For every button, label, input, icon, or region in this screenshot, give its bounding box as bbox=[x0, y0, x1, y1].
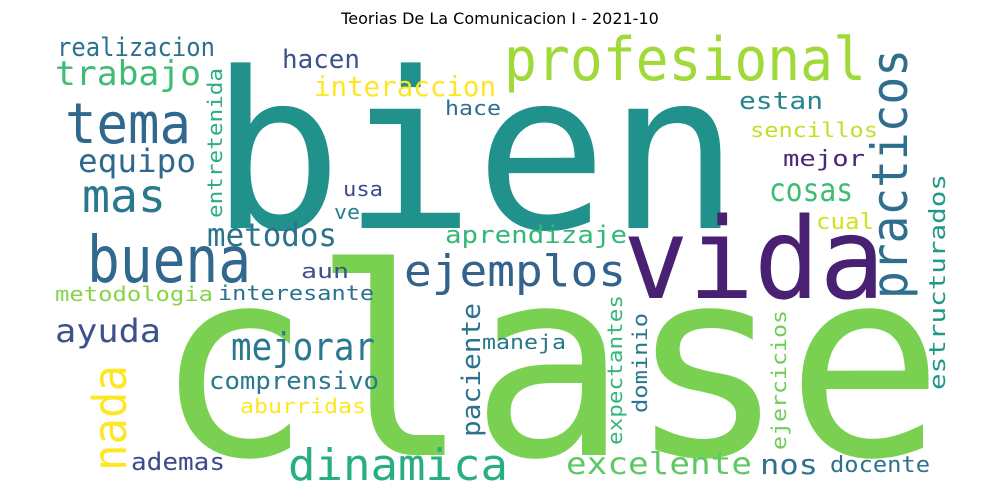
word-sencillos: sencillos bbox=[750, 118, 878, 142]
word-comprensivo: comprensivo bbox=[209, 367, 379, 395]
word-nos: nos bbox=[760, 448, 818, 481]
word-clase: clase bbox=[154, 212, 944, 500]
chart-title: Teorias De La Comunicacion I - 2021-10 bbox=[341, 9, 659, 28]
word-bien: bien bbox=[210, 27, 740, 280]
word-dinamica: dinamica bbox=[288, 440, 508, 491]
word-profesional: profesional bbox=[504, 25, 866, 95]
word-interaccion: interaccion bbox=[314, 70, 496, 103]
word-mas: mas bbox=[82, 169, 166, 223]
word-ve: ve bbox=[334, 200, 360, 224]
word-dominio: dominio bbox=[628, 313, 652, 413]
word-ejemplos: ejemplos bbox=[404, 246, 626, 297]
word-tema: tema bbox=[65, 92, 191, 157]
word-aprendizaje: aprendizaje bbox=[445, 221, 627, 249]
word-usa: usa bbox=[343, 177, 383, 201]
word-paciente: paciente bbox=[457, 303, 487, 437]
word-trabajo: trabajo bbox=[55, 54, 201, 94]
word-nada: nada bbox=[83, 365, 137, 471]
word-aburridas: aburridas bbox=[240, 394, 366, 418]
word-interesante: interesante bbox=[218, 281, 374, 305]
word-expectantes: expectantes bbox=[603, 295, 627, 445]
word-ejercicios: ejercicios bbox=[767, 310, 791, 450]
word-vida: vida bbox=[623, 195, 885, 325]
word-estan: estan bbox=[739, 87, 823, 115]
word-entretenida: entretenida bbox=[203, 68, 227, 218]
word-metodologia: metodologia bbox=[55, 282, 213, 306]
word-aun: aun bbox=[301, 259, 349, 283]
word-docente: docente bbox=[830, 453, 930, 478]
word-mejorar: mejorar bbox=[231, 325, 375, 369]
word-excelente: excelente bbox=[566, 447, 752, 482]
word-metodos: metodos bbox=[207, 216, 337, 254]
word-hacen: hacen bbox=[282, 45, 360, 75]
word-hace: hace bbox=[445, 96, 501, 120]
word-mejor: mejor bbox=[783, 147, 865, 172]
word-ademas: ademas bbox=[131, 448, 225, 476]
word-realizacion: realizacion bbox=[57, 33, 215, 63]
word-maneja: maneja bbox=[482, 330, 566, 354]
word-estructurados: estructurados bbox=[926, 174, 951, 390]
word-ayuda: ayuda bbox=[55, 312, 161, 350]
word-cosas: cosas bbox=[769, 171, 853, 209]
word-equipo: equipo bbox=[78, 142, 196, 180]
word-practicos: practicos bbox=[861, 49, 919, 299]
word-buena: buena bbox=[87, 224, 251, 298]
word-cual: cual bbox=[816, 210, 874, 235]
